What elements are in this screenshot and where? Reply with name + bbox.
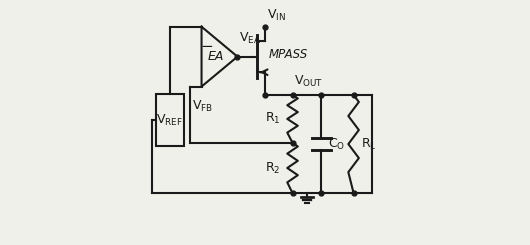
Text: $\mathrm{V_{OUT}}$: $\mathrm{V_{OUT}}$	[294, 74, 323, 89]
Text: $\mathrm{C_O}$: $\mathrm{C_O}$	[329, 136, 346, 152]
Text: $\mathrm{V_{FB}}$: $\mathrm{V_{FB}}$	[192, 98, 213, 114]
Text: EA: EA	[208, 50, 224, 63]
Text: $-$: $-$	[200, 37, 214, 52]
Text: $\mathrm{R_2}$: $\mathrm{R_2}$	[265, 160, 280, 176]
Text: MPASS: MPASS	[269, 48, 308, 61]
Text: $\mathrm{R_1}$: $\mathrm{R_1}$	[265, 111, 280, 126]
Text: $\mathrm{V_{REF}}$: $\mathrm{V_{REF}}$	[156, 112, 183, 128]
Text: $\mathrm{V_{EA}}$: $\mathrm{V_{EA}}$	[238, 31, 261, 46]
Text: $\mathrm{V_{IN}}$: $\mathrm{V_{IN}}$	[268, 8, 286, 23]
Text: $\mathrm{R_L}$: $\mathrm{R_L}$	[361, 136, 376, 152]
